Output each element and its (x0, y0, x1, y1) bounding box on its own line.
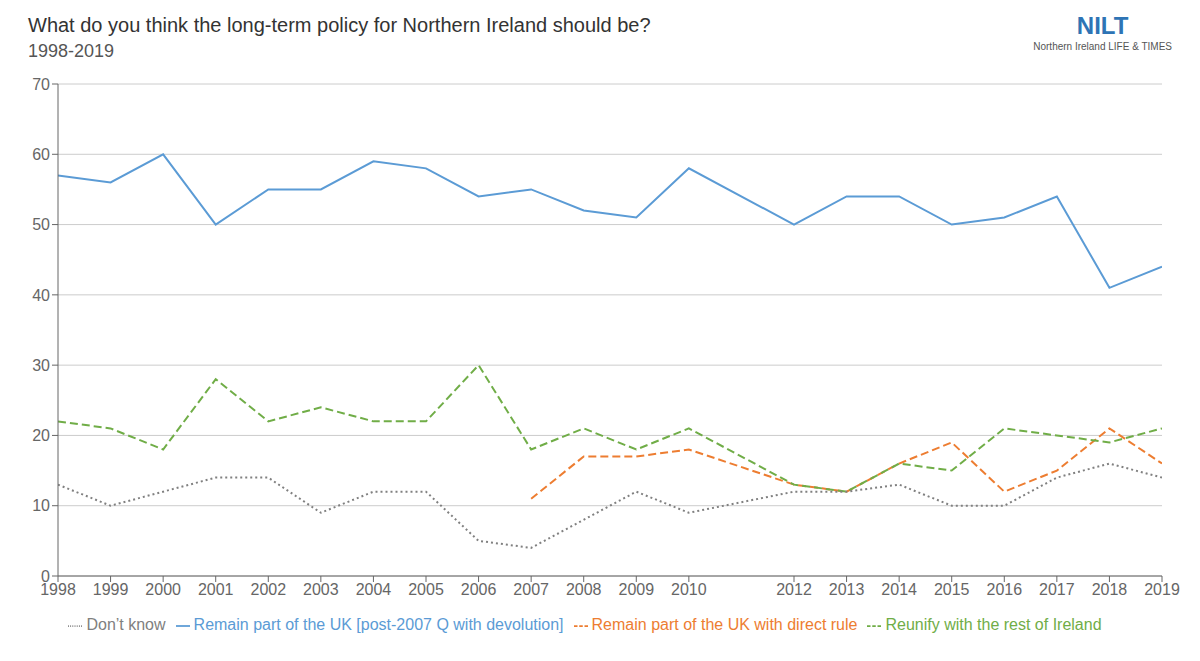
svg-text:1998: 1998 (40, 581, 76, 599)
svg-text:2005: 2005 (408, 581, 444, 598)
svg-text:70: 70 (32, 76, 50, 93)
svg-text:2006: 2006 (461, 581, 497, 598)
svg-text:2018: 2018 (1092, 581, 1128, 598)
svg-text:2012: 2012 (776, 581, 812, 598)
svg-text:2008: 2008 (566, 581, 602, 598)
svg-text:40: 40 (32, 287, 50, 304)
html-text:Remain part of the UK with dir: Remain part of the UK with direct rule (591, 616, 858, 633)
svg-text:60: 60 (32, 146, 50, 163)
svg-text:2010: 2010 (671, 581, 707, 598)
html-text:NILT: NILT (1076, 12, 1129, 39)
svg-text:10: 10 (32, 497, 50, 514)
html-text:What do you think the long-ter: What do you think the long-term policy f… (28, 14, 651, 36)
html-text:Remain part of the UK [post-20: Remain part of the UK [post-2007 Q with … (193, 616, 564, 633)
svg-text:2001: 2001 (198, 581, 234, 598)
svg-text:2002: 2002 (250, 581, 286, 598)
html-text:Reunify with the rest of Irela: Reunify with the rest of Ireland (885, 616, 1102, 633)
svg-text:2000: 2000 (145, 581, 181, 598)
svg-text:2009: 2009 (618, 581, 654, 598)
html-text:1998-2019: 1998-2019 (28, 41, 115, 61)
svg-text:20: 20 (32, 427, 50, 444)
svg-text:2017: 2017 (1039, 581, 1075, 598)
svg-text:50: 50 (32, 216, 50, 233)
svg-text:0: 0 (41, 568, 50, 585)
svg-text:2015: 2015 (934, 581, 970, 598)
svg-text:2003: 2003 (303, 581, 339, 598)
svg-text:30: 30 (32, 357, 50, 374)
svg-text:2004: 2004 (356, 581, 392, 598)
svg-text:2016: 2016 (986, 581, 1022, 598)
html-text:Don’t know: Don’t know (86, 616, 166, 633)
svg-text:2007: 2007 (513, 581, 549, 598)
svg-text:2013: 2013 (829, 581, 865, 598)
svg-text:2014: 2014 (881, 581, 917, 598)
svg-text:2019: 2019 (1144, 581, 1180, 598)
svg-text:1999: 1999 (93, 581, 129, 598)
html-text:Northern Ireland LIFE & TIMES: Northern Ireland LIFE & TIMES (1033, 41, 1172, 52)
